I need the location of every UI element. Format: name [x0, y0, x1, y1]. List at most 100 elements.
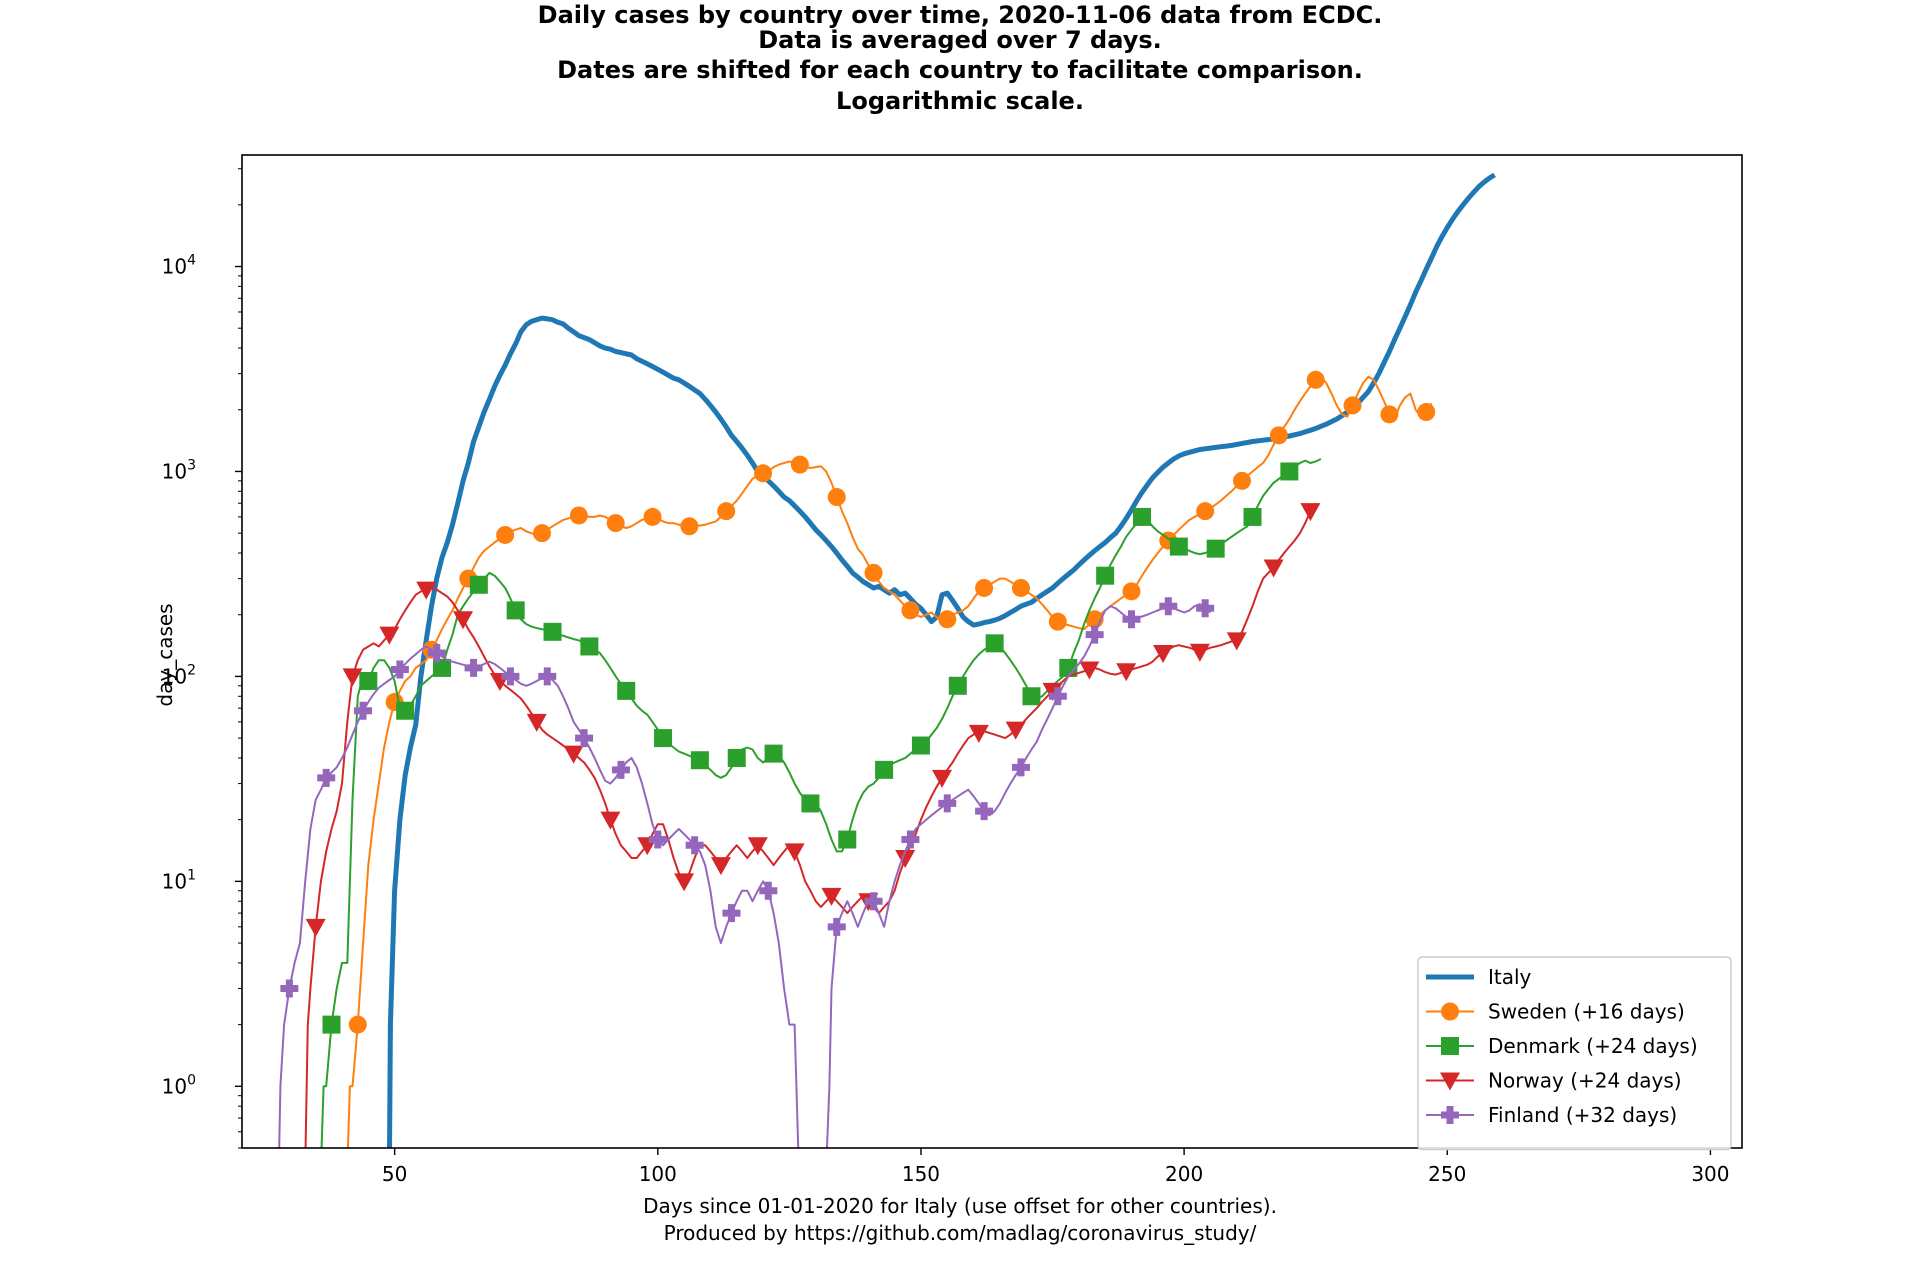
legend-item-italy: Italy	[1426, 965, 1532, 989]
data-point-sweden-16-days	[1417, 403, 1436, 422]
data-point-denmark-24-days	[727, 748, 746, 767]
series-line-norway-24-days	[304, 502, 1317, 1148]
legend-marker	[1441, 1002, 1459, 1021]
data-point-sweden-16-days	[1343, 396, 1362, 415]
data-point-norway-24-days	[968, 724, 989, 743]
data-point-sweden-16-days	[790, 455, 809, 474]
y-tick-label: 100	[162, 1072, 196, 1098]
data-point-series-5	[938, 794, 957, 813]
data-point-sweden-16-days	[1269, 426, 1288, 445]
data-point-norway-24-days	[600, 811, 621, 830]
data-point-series-5	[901, 830, 920, 849]
data-point-sweden-16-days	[754, 464, 773, 483]
series-line-series-5	[825, 603, 1212, 1148]
data-point-denmark-24-days	[580, 637, 599, 656]
data-point-norway-24-days	[674, 873, 695, 892]
legend-marker	[1441, 1106, 1459, 1124]
data-point-finland-32-days	[280, 979, 299, 998]
legend-item-finland-32-days: Finland (+32 days)	[1426, 1103, 1677, 1127]
legend-label: Norway (+24 days)	[1488, 1069, 1682, 1093]
data-point-norway-24-days	[932, 769, 952, 788]
data-point-sweden-16-days	[717, 502, 736, 521]
data-point-denmark-24-days	[1280, 462, 1299, 481]
legend-item-norway-24-days: Norway (+24 days)	[1426, 1069, 1682, 1093]
data-point-finland-32-days	[317, 768, 336, 787]
data-point-sweden-16-days	[1196, 502, 1215, 521]
data-point-sweden-16-days	[606, 514, 625, 533]
data-point-sweden-16-days	[864, 563, 883, 582]
series-italy	[387, 172, 1496, 1148]
series-line-sweden-16-days	[346, 375, 1433, 1148]
data-point-sweden-16-days	[1306, 370, 1325, 389]
data-point-finland-32-days	[464, 658, 483, 677]
data-point-denmark-24-days	[617, 681, 636, 700]
series-sweden-16-days	[346, 370, 1436, 1148]
data-point-sweden-16-days	[643, 507, 662, 526]
data-point-finland-32-days	[648, 830, 667, 849]
data-point-series-5	[864, 892, 883, 911]
data-point-sweden-16-days	[569, 506, 588, 525]
data-point-sweden-16-days	[1048, 612, 1067, 631]
data-point-denmark-24-days	[1169, 537, 1188, 556]
data-point-norway-24-days	[1263, 559, 1284, 578]
data-point-finland-32-days	[427, 644, 446, 663]
x-tick-label: 50	[382, 1162, 407, 1186]
data-point-finland-32-days	[722, 904, 741, 923]
data-point-denmark-24-days	[1133, 507, 1151, 526]
data-point-norway-24-days	[710, 857, 731, 876]
legend-marker	[1440, 1072, 1460, 1091]
data-point-finland-32-days	[390, 660, 409, 679]
data-point-denmark-24-days	[690, 751, 709, 770]
data-point-norway-24-days	[563, 745, 584, 764]
x-tick-label: 300	[1691, 1162, 1729, 1186]
data-point-norway-24-days	[526, 713, 547, 732]
data-point-series-5	[827, 917, 846, 936]
data-point-norway-24-days	[416, 581, 437, 600]
data-point-series-5	[1122, 610, 1141, 629]
data-point-finland-32-days	[538, 667, 557, 686]
data-point-sweden-16-days	[827, 488, 846, 507]
data-point-denmark-24-days	[359, 671, 378, 690]
data-point-series-5	[1159, 597, 1178, 616]
y-tick-label: 103	[162, 457, 196, 483]
data-point-norway-24-days	[1226, 632, 1247, 651]
data-point-series-5	[1011, 758, 1030, 777]
data-point-denmark-24-days	[1059, 658, 1078, 677]
legend-box	[1417, 956, 1732, 1151]
x-tick-label: 100	[639, 1162, 677, 1186]
data-point-finland-32-days	[685, 836, 704, 855]
data-point-sweden-16-days	[901, 601, 920, 620]
data-point-sweden-16-days	[1011, 578, 1030, 597]
chart-title-line-1: Daily cases by country over time, 2020-1…	[537, 1, 1383, 29]
data-point-sweden-16-days	[680, 517, 699, 536]
data-point-sweden-16-days	[533, 524, 551, 543]
legend-label: Italy	[1488, 965, 1532, 989]
data-point-denmark-24-days	[911, 736, 930, 755]
y-tick-label: 104	[162, 253, 196, 279]
data-point-norway-24-days	[305, 918, 326, 937]
data-point-denmark-24-days	[322, 1015, 341, 1034]
y-axis-label: day_cases	[153, 603, 177, 707]
data-point-denmark-24-days	[985, 634, 1004, 653]
legend-label: Finland (+32 days)	[1488, 1103, 1677, 1127]
data-point-sweden-16-days	[938, 610, 957, 629]
series-line-italy	[387, 172, 1496, 1148]
chart-title-line-4: Logarithmic scale.	[836, 87, 1084, 115]
legend-label: Denmark (+24 days)	[1488, 1034, 1698, 1058]
data-point-denmark-24-days	[433, 658, 451, 677]
data-point-sweden-16-days	[496, 525, 515, 544]
data-point-finland-32-days	[354, 701, 373, 720]
data-point-series-5	[1085, 625, 1104, 644]
data-point-norway-24-days	[895, 850, 916, 869]
data-point-denmark-24-days	[875, 760, 894, 779]
data-point-norway-24-days	[1005, 721, 1026, 740]
data-point-denmark-24-days	[654, 729, 673, 748]
data-point-norway-24-days	[1079, 661, 1100, 680]
data-point-norway-24-days	[821, 887, 842, 906]
data-point-denmark-24-days	[506, 601, 525, 620]
data-point-denmark-24-days	[1022, 687, 1041, 706]
series-finland-32-days	[278, 644, 800, 1148]
data-point-norway-24-days	[379, 626, 400, 645]
data-point-denmark-24-days	[948, 676, 967, 695]
